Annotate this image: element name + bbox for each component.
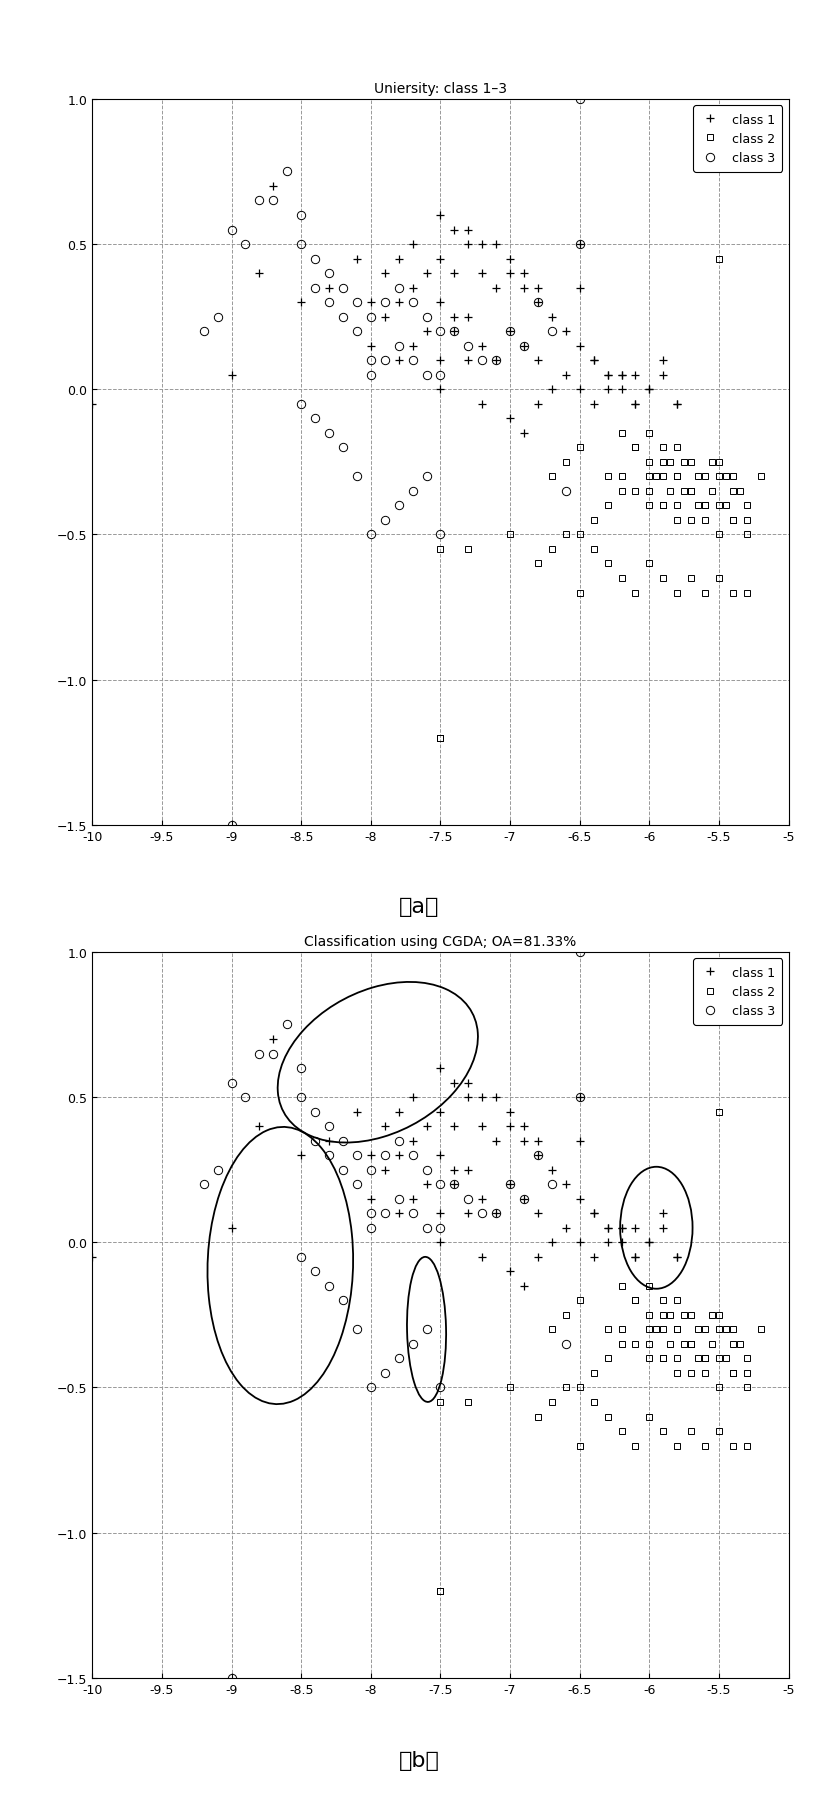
Title: Classification using CGDA; OA=81.33%: Classification using CGDA; OA=81.33% xyxy=(305,934,576,949)
class 2 xyxy=(707,481,717,502)
class 2 xyxy=(707,1333,717,1355)
Line: class 3: class 3 xyxy=(200,96,584,829)
Text: （a）: （a） xyxy=(399,896,440,918)
class 3 xyxy=(227,1667,237,1689)
class 1 xyxy=(268,176,279,198)
class 1 xyxy=(630,1246,640,1268)
Text: （b）: （b） xyxy=(399,1749,440,1770)
class 1 xyxy=(575,1130,585,1152)
class 1 xyxy=(575,278,585,299)
Legend: class 1, class 2, class 3: class 1, class 2, class 3 xyxy=(693,958,783,1025)
class 1 xyxy=(296,1145,306,1166)
class 2 xyxy=(435,1580,446,1602)
class 3 xyxy=(380,510,390,532)
class 2 xyxy=(435,539,446,561)
class 3 xyxy=(199,1174,209,1195)
class 1 xyxy=(519,1275,529,1297)
class 2 xyxy=(714,249,724,270)
Line: class 2: class 2 xyxy=(437,1108,764,1595)
class 3 xyxy=(296,1246,306,1268)
class 3 xyxy=(491,1203,501,1224)
class 1 xyxy=(575,336,585,357)
class 3 xyxy=(491,350,501,372)
Line: class 3: class 3 xyxy=(200,949,584,1682)
Legend: class 1, class 2, class 3: class 1, class 2, class 3 xyxy=(693,105,783,172)
class 2 xyxy=(630,1290,640,1312)
class 1 xyxy=(630,394,640,415)
class 1 xyxy=(575,1188,585,1210)
class 3 xyxy=(338,1159,348,1181)
class 1 xyxy=(296,292,306,314)
class 2 xyxy=(589,1391,599,1413)
class 1 xyxy=(505,263,515,285)
class 1 xyxy=(505,321,515,343)
class 3 xyxy=(227,814,237,836)
class 2 xyxy=(435,727,446,749)
class 1 xyxy=(435,249,446,270)
class 3 xyxy=(296,394,306,415)
Title: Uniersity: class 1–3: Uniersity: class 1–3 xyxy=(374,82,507,96)
class 3 xyxy=(575,89,585,111)
class 3 xyxy=(450,321,460,343)
class 1 xyxy=(505,1174,515,1195)
Line: class 1: class 1 xyxy=(88,1036,681,1290)
class 2 xyxy=(700,1348,710,1370)
class 3 xyxy=(380,1362,390,1384)
class 2 xyxy=(700,495,710,517)
class 2 xyxy=(700,466,710,488)
class 1 xyxy=(505,1116,515,1137)
class 1 xyxy=(547,1159,557,1181)
class 1 xyxy=(435,1101,446,1123)
class 1 xyxy=(547,307,557,328)
class 2 xyxy=(630,437,640,459)
class 3 xyxy=(575,941,585,963)
class 3 xyxy=(199,321,209,343)
class 1 xyxy=(268,1029,279,1050)
Line: class 1: class 1 xyxy=(88,183,681,437)
class 3 xyxy=(450,1174,460,1195)
class 2 xyxy=(714,452,724,473)
class 2 xyxy=(714,1304,724,1326)
class 2 xyxy=(589,539,599,561)
class 3 xyxy=(463,336,473,357)
class 2 xyxy=(700,1319,710,1341)
class 3 xyxy=(463,1188,473,1210)
class 2 xyxy=(714,1101,724,1123)
class 2 xyxy=(435,1391,446,1413)
class 3 xyxy=(338,307,348,328)
Line: class 2: class 2 xyxy=(437,256,764,742)
class 1 xyxy=(519,423,529,444)
